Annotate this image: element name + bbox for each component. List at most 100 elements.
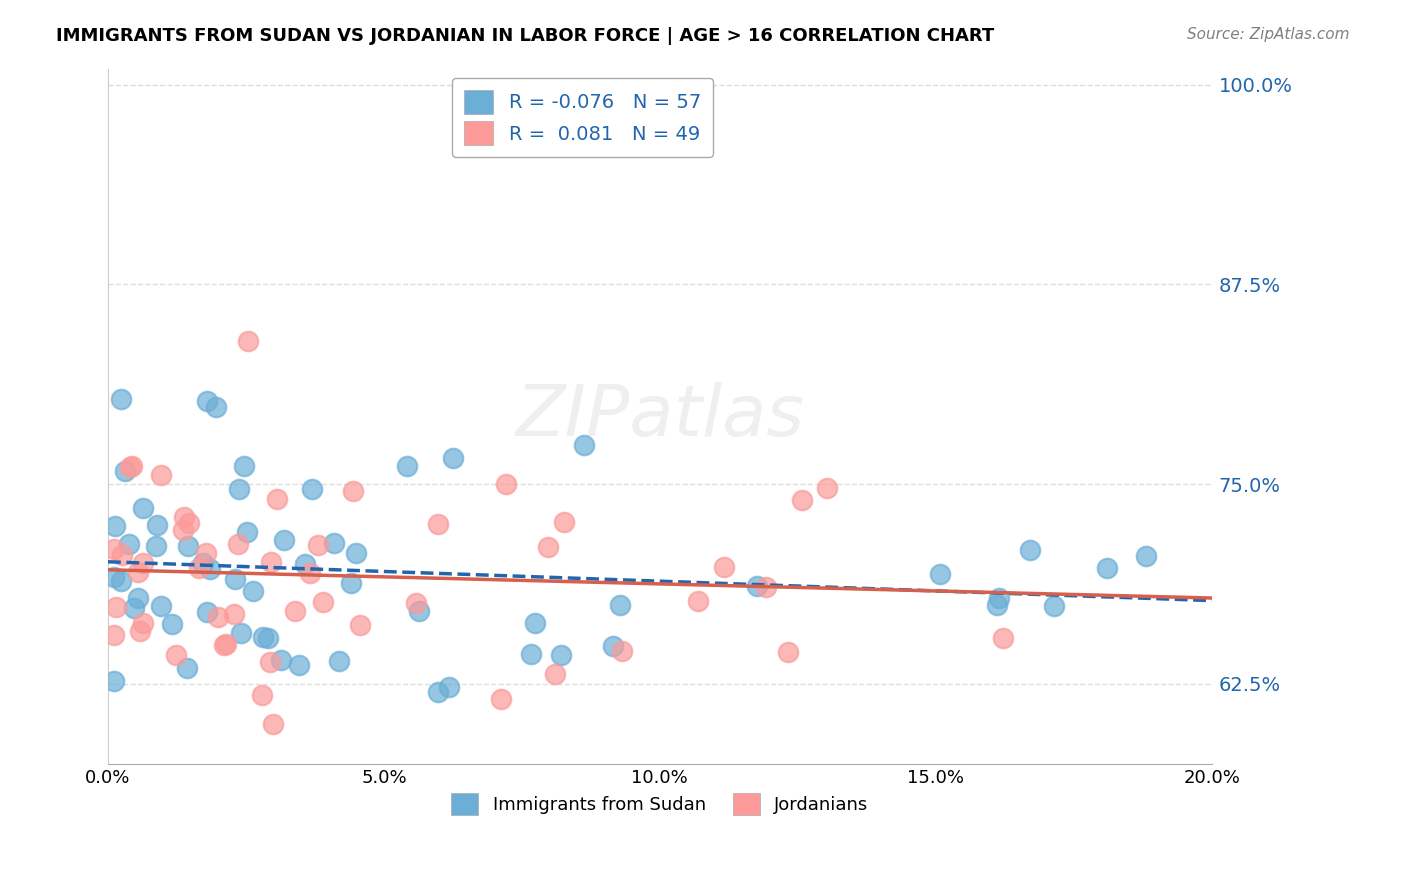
Point: [745, 579, 768, 593]
Point: [688, 593, 710, 607]
Point: [103, 627, 125, 641]
Point: [284, 604, 307, 618]
Point: [610, 644, 633, 658]
Point: [1019, 542, 1042, 557]
Legend: Immigrants from Sudan, Jordanians: Immigrants from Sudan, Jordanians: [441, 784, 877, 824]
Point: [176, 660, 198, 674]
Point: [349, 618, 371, 632]
Point: [236, 334, 259, 348]
Point: [987, 591, 1010, 606]
Point: [212, 638, 235, 652]
Point: [405, 595, 427, 609]
Point: [131, 615, 153, 630]
Point: [103, 674, 125, 689]
Point: [553, 515, 575, 529]
Point: [162, 617, 184, 632]
Point: [986, 598, 1008, 612]
Point: [1135, 549, 1157, 563]
Point: [118, 537, 141, 551]
Point: [242, 584, 264, 599]
Point: [104, 600, 127, 615]
Point: [177, 539, 200, 553]
Point: [287, 657, 309, 672]
Point: [301, 482, 323, 496]
Point: [205, 400, 228, 414]
Point: [572, 438, 595, 452]
Point: [172, 523, 194, 537]
Point: [755, 580, 778, 594]
Point: [127, 565, 149, 579]
Point: [602, 639, 624, 653]
Text: Source: ZipAtlas.com: Source: ZipAtlas.com: [1187, 27, 1350, 42]
Point: [118, 459, 141, 474]
Point: [194, 546, 217, 560]
Point: [193, 556, 215, 570]
Point: [427, 517, 450, 532]
Point: [228, 482, 250, 496]
Point: [103, 542, 125, 557]
Point: [195, 393, 218, 408]
Point: [145, 539, 167, 553]
Point: [928, 567, 950, 582]
Point: [273, 533, 295, 547]
Point: [294, 558, 316, 572]
Point: [537, 540, 560, 554]
Point: [149, 468, 172, 483]
Point: [437, 680, 460, 694]
Point: [523, 616, 546, 631]
Point: [427, 685, 450, 699]
Point: [495, 476, 517, 491]
Point: [114, 464, 136, 478]
Point: [1097, 561, 1119, 575]
Point: [173, 509, 195, 524]
Point: [266, 491, 288, 506]
Point: [395, 458, 418, 473]
Point: [991, 631, 1014, 645]
Point: [110, 574, 132, 588]
Text: ZIPatlas: ZIPatlas: [516, 382, 804, 450]
Point: [520, 647, 543, 661]
Point: [207, 610, 229, 624]
Point: [104, 518, 127, 533]
Point: [122, 601, 145, 615]
Point: [713, 560, 735, 574]
Point: [177, 516, 200, 530]
Point: [235, 525, 257, 540]
Point: [270, 653, 292, 667]
Point: [340, 576, 363, 591]
Point: [226, 536, 249, 550]
Point: [776, 645, 799, 659]
Point: [129, 624, 152, 638]
Point: [312, 595, 335, 609]
Point: [229, 625, 252, 640]
Point: [198, 561, 221, 575]
Point: [342, 484, 364, 499]
Point: [1043, 599, 1066, 613]
Point: [165, 648, 187, 662]
Point: [408, 604, 430, 618]
Point: [195, 605, 218, 619]
Point: [121, 458, 143, 473]
Point: [150, 599, 173, 614]
Point: [307, 538, 329, 552]
Point: [328, 654, 350, 668]
Point: [815, 481, 838, 495]
Point: [609, 598, 631, 612]
Point: [215, 638, 238, 652]
Point: [322, 536, 344, 550]
Point: [441, 450, 464, 465]
Point: [132, 557, 155, 571]
Point: [259, 655, 281, 669]
Point: [103, 570, 125, 584]
Point: [298, 566, 321, 580]
Text: IMMIGRANTS FROM SUDAN VS JORDANIAN IN LABOR FORCE | AGE > 16 CORRELATION CHART: IMMIGRANTS FROM SUDAN VS JORDANIAN IN LA…: [56, 27, 994, 45]
Point: [132, 501, 155, 516]
Point: [550, 648, 572, 662]
Point: [256, 631, 278, 645]
Point: [111, 549, 134, 563]
Point: [544, 667, 567, 681]
Point: [344, 546, 367, 560]
Point: [252, 630, 274, 644]
Point: [790, 493, 813, 508]
Point: [260, 555, 283, 569]
